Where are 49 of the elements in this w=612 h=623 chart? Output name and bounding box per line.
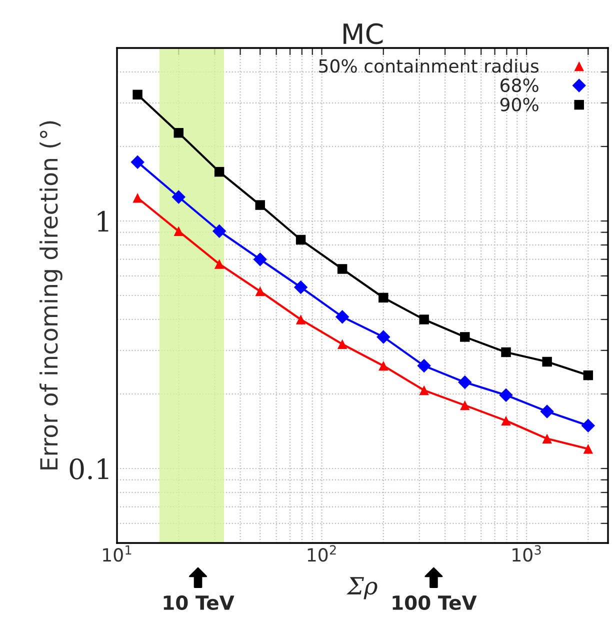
point [255, 200, 265, 210]
point [419, 314, 429, 324]
point [335, 310, 350, 324]
point [132, 193, 142, 203]
point [378, 292, 388, 303]
text: 10 TeV [164, 595, 234, 610]
point [458, 375, 472, 390]
text: 100 TeV [392, 595, 477, 610]
x-tick-label: 10$^{2}$ [308, 545, 336, 562]
legend-label: 90% [500, 98, 538, 112]
x-tick-label: 10$^{3}$ [512, 545, 541, 562]
point [214, 259, 224, 269]
point [172, 190, 186, 204]
point [337, 264, 348, 274]
point [253, 252, 267, 266]
point [501, 416, 511, 426]
point [296, 234, 306, 245]
x-axis-title: Σρ [346, 577, 378, 600]
point [337, 339, 348, 350]
point [174, 226, 184, 236]
point [581, 418, 596, 433]
point [583, 370, 594, 380]
point [212, 224, 226, 238]
point [540, 404, 554, 418]
y-axis-title: Error of incoming direction (°) [40, 121, 62, 470]
point [419, 385, 429, 396]
point [255, 286, 265, 296]
legend-label: 68% [500, 78, 538, 92]
point [542, 434, 552, 444]
point [296, 314, 306, 324]
chart-title: MC [344, 23, 383, 44]
point [132, 90, 142, 100]
point [460, 400, 470, 410]
x-tick-label: 10$^{1}$ [103, 545, 132, 562]
point [378, 360, 388, 371]
point [130, 155, 144, 169]
y-tick-label: 1 [98, 210, 108, 232]
point [294, 280, 308, 294]
point [376, 330, 390, 344]
point [214, 166, 224, 177]
point [174, 128, 184, 138]
point [499, 388, 513, 402]
point [417, 358, 431, 373]
point [460, 332, 470, 342]
point [542, 356, 552, 367]
point [501, 347, 511, 358]
legend-label: 50% containment radius [319, 58, 539, 73]
point [583, 444, 594, 454]
y-tick-label: 0.1 [70, 458, 108, 480]
